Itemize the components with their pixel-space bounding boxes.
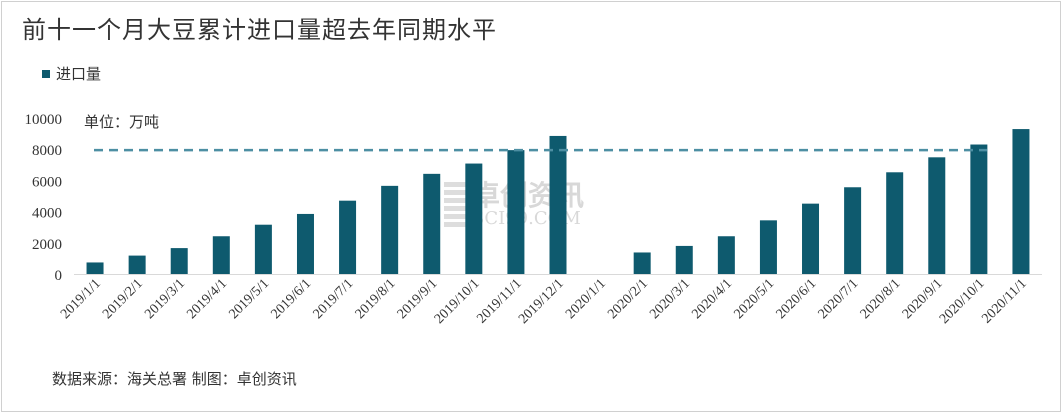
- y-tick-label: 4000: [32, 206, 62, 222]
- legend: 进口量: [42, 63, 101, 84]
- legend-label: 进口量: [56, 65, 102, 83]
- x-tick-label: 2019/4/1: [184, 276, 230, 322]
- bar: [296, 213, 314, 274]
- chart-title: 前十一个月大豆累计进口量超去年同期水平: [22, 16, 497, 44]
- x-tick-label: 2020/11/1: [979, 276, 1029, 326]
- x-tick-label: 2020/7/1: [816, 276, 862, 322]
- bar: [759, 220, 777, 274]
- x-tick-label: 2019/5/1: [226, 276, 272, 322]
- bar: [886, 172, 904, 274]
- bar: [212, 236, 230, 274]
- unit-label: 单位：万吨: [84, 113, 160, 131]
- x-tick-label: 2019/2/1: [100, 276, 146, 322]
- x-tick-label: 2019/3/1: [142, 276, 188, 322]
- bar: [675, 245, 693, 274]
- bar: [254, 224, 272, 274]
- x-tick-label: 2020/6/1: [774, 276, 820, 322]
- x-tick-label: 2019/7/1: [311, 276, 357, 322]
- x-tick-label: 2019/10/1: [432, 276, 483, 327]
- bar: [928, 157, 946, 274]
- y-tick-label: 6000: [32, 174, 62, 190]
- bar: [633, 252, 651, 274]
- x-tick-label: 2020/4/1: [689, 276, 735, 322]
- x-tick-label: 2019/6/1: [268, 276, 314, 322]
- x-tick-label: 2019/11/1: [474, 276, 524, 326]
- x-tick-label: 2020/2/1: [605, 276, 651, 322]
- bar: [423, 173, 441, 274]
- x-tick-label: 2019/8/1: [353, 276, 399, 322]
- bar: [381, 185, 399, 274]
- bar: [339, 200, 357, 274]
- x-tick-label: 2020/1/1: [563, 276, 609, 322]
- bar: [802, 203, 820, 274]
- bar: [1012, 129, 1030, 274]
- bar: [128, 255, 146, 274]
- bar: [465, 163, 483, 274]
- bar: [844, 187, 862, 274]
- legend-swatch: [42, 69, 50, 78]
- bar: [717, 236, 735, 274]
- bar: [86, 262, 104, 274]
- bar: [549, 135, 567, 274]
- bar: [970, 144, 988, 274]
- x-tick-label: 2020/3/1: [647, 276, 693, 322]
- bar: [170, 248, 188, 274]
- y-tick-label: 0: [55, 268, 63, 284]
- x-tick-label: 2020/5/1: [731, 276, 777, 322]
- y-tick-label: 10000: [25, 112, 63, 128]
- bar: [507, 150, 525, 274]
- x-tick-label: 2019/12/1: [516, 276, 567, 327]
- x-tick-label: 2020/8/1: [858, 276, 904, 322]
- y-tick-label: 2000: [32, 237, 62, 253]
- x-tick-label: 2019/1/1: [58, 276, 104, 322]
- source-note: 数据来源：海关总署 制图：卓创资讯: [52, 370, 297, 388]
- x-tick-label: 2020/10/1: [937, 276, 988, 327]
- y-tick-label: 8000: [32, 143, 62, 159]
